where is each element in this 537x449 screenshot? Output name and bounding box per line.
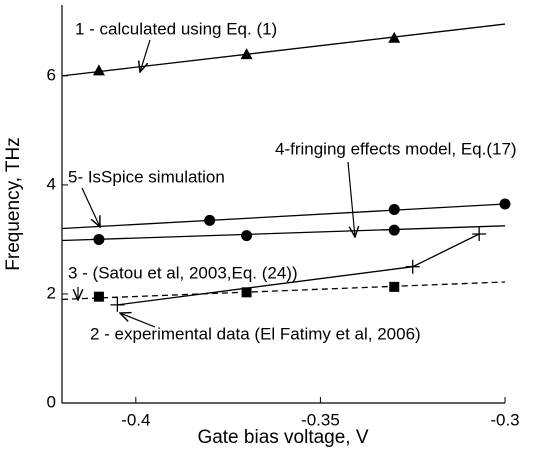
- fit-line: [61, 225, 506, 242]
- arrow: [347, 161, 355, 237]
- annotation: 3 - (Satou et al, 2003,Eq. (24)): [68, 263, 298, 282]
- x-tick-label: -0.4: [121, 410, 150, 429]
- x-tick-label: -0.35: [301, 410, 340, 429]
- y-tick-label: 2: [47, 283, 56, 302]
- annotation: 5- IsSpice simulation: [68, 167, 225, 186]
- fit-line: [61, 203, 506, 230]
- arrow: [120, 313, 156, 328]
- square-marker: [241, 287, 252, 298]
- annotation: 1 - calculated using Eq. (1): [75, 19, 277, 38]
- circle-marker: [204, 214, 216, 226]
- cross-marker: [405, 259, 420, 274]
- circle-marker: [499, 198, 511, 210]
- circle-marker: [388, 203, 400, 215]
- circle-marker: [388, 224, 400, 236]
- cross-marker: [110, 297, 125, 312]
- cross-marker: [472, 226, 487, 241]
- annotation: 2 - experimental data (El Fatimy et al, …: [90, 324, 421, 343]
- triangle-marker: [240, 48, 253, 60]
- x-axis-label: Gate bias voltage, V: [197, 427, 368, 448]
- square-marker: [93, 291, 104, 302]
- arrow: [81, 187, 100, 227]
- y-tick-label: 0: [47, 392, 56, 411]
- fit-line: [61, 281, 506, 301]
- triangle-marker: [388, 31, 401, 43]
- y-tick-label: 6: [47, 65, 56, 84]
- y-axis-label: Frequency, THz: [3, 137, 24, 270]
- triangle-marker: [92, 64, 105, 76]
- x-tick-label: -0.3: [490, 410, 519, 429]
- y-tick-label: 4: [47, 174, 56, 193]
- square-marker: [389, 281, 400, 292]
- annotation: 4-fringing effects model, Eq.(17): [275, 139, 517, 158]
- circle-marker: [241, 230, 253, 242]
- circle-marker: [93, 233, 105, 245]
- fit-line: [61, 23, 506, 77]
